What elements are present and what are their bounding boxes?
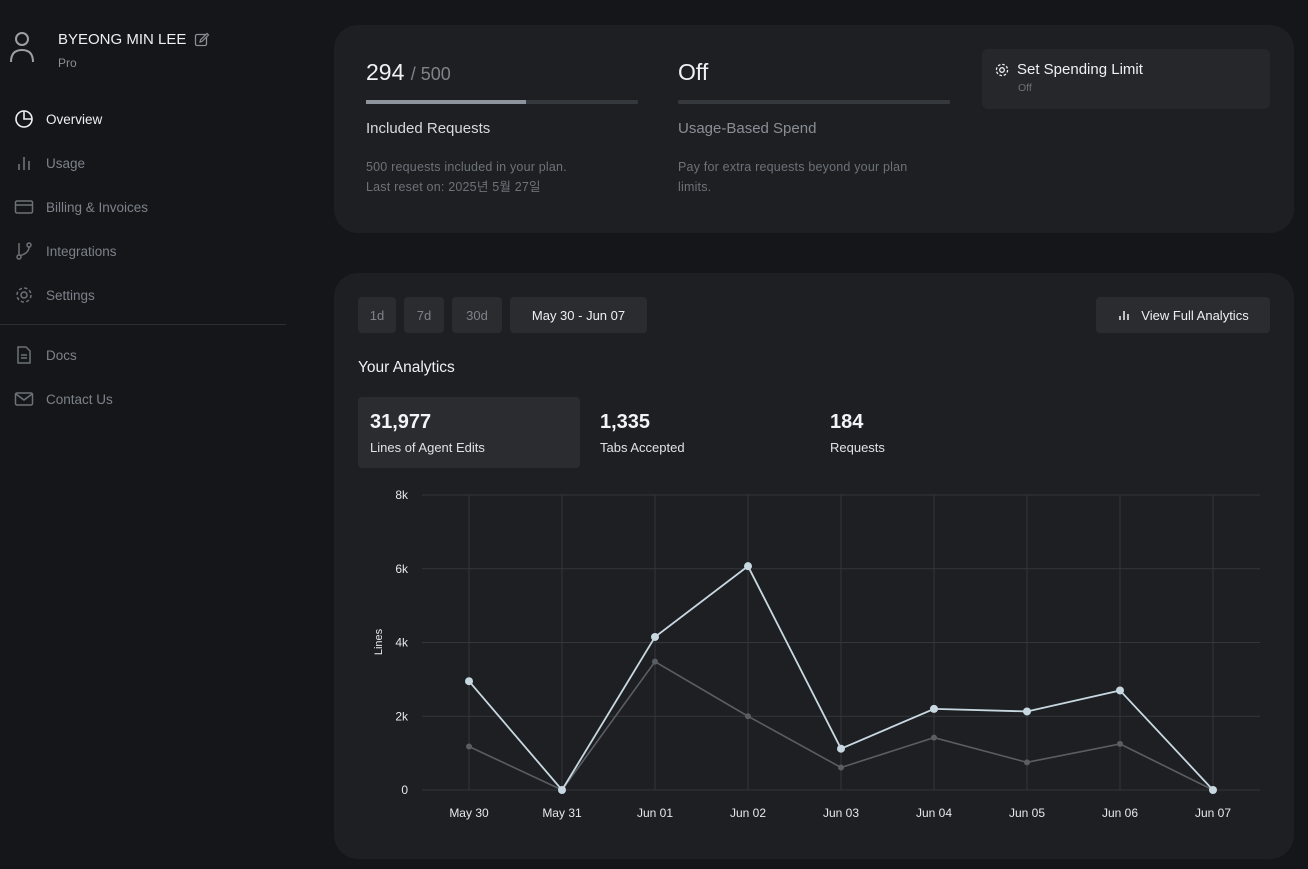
y-tick-label: 0	[401, 783, 408, 797]
requests-used: 294	[366, 59, 405, 85]
requests-progress-bar	[366, 100, 638, 104]
series-primary-point	[1023, 707, 1031, 716]
user-icon	[10, 32, 34, 63]
pie-chart-icon	[15, 110, 33, 128]
date-range-button[interactable]: May 30 - Jun 07	[510, 297, 647, 333]
range-selector: 1d 7d 30d May 30 - Jun 07	[358, 297, 655, 333]
requests-limit: / 500	[410, 64, 451, 84]
series-secondary-point	[1117, 740, 1123, 747]
stat-label: Tabs Accepted	[600, 440, 685, 455]
line-chart: 0 2k 4k 6k 8k May 30 May 31 Jun 01 Jun 02 Jun 03 J…	[373, 488, 1260, 820]
series-secondary-point	[466, 743, 472, 750]
range-30d-button[interactable]: 30d	[452, 297, 502, 333]
sidebar: BYEONG MIN LEE Pro Overview Usage	[0, 0, 300, 869]
usage-based-spend: Off Usage-Based Spend Pay for extra requ…	[678, 59, 950, 197]
profile: BYEONG MIN LEE Pro	[10, 28, 210, 70]
range-1d-button[interactable]: 1d	[358, 297, 396, 333]
sidebar-nav: Overview Usage Billing & Invoices Integr…	[0, 97, 286, 421]
spending-limit-label: Set Spending Limit	[1017, 61, 1143, 78]
stat-value: 1,335	[600, 411, 651, 433]
series-secondary-point	[838, 764, 844, 771]
sidebar-item-label: Billing & Invoices	[46, 199, 149, 215]
gear-icon	[995, 63, 1009, 76]
x-tick-label: Jun 02	[730, 806, 766, 820]
gear-icon	[16, 287, 32, 303]
requests-progress-fill	[366, 100, 526, 104]
series-primary-point	[558, 786, 566, 794]
git-branch-icon	[16, 242, 32, 260]
y-axis-label: Lines	[373, 628, 385, 655]
sidebar-item-contact[interactable]: Contact Us	[0, 377, 286, 421]
usage-based-value: Off	[678, 59, 709, 85]
stat-value: 31,977	[370, 411, 432, 433]
stat-tabs-accepted[interactable]: 1,335 Tabs Accepted	[588, 397, 810, 468]
sidebar-item-label: Contact Us	[46, 391, 113, 407]
view-full-analytics-label: View Full Analytics	[1141, 307, 1249, 323]
y-tick-label: 2k	[395, 709, 409, 723]
usage-summary-card: 294 / 500 Included Requests 500 requests…	[334, 25, 1294, 233]
included-requests-title: Included Requests	[366, 120, 491, 137]
sidebar-item-billing[interactable]: Billing & Invoices	[0, 185, 286, 229]
x-tick-label: Jun 06	[1102, 806, 1138, 820]
included-requests-desc: 500 requests included in your plan. Last…	[366, 160, 567, 194]
y-tick-label: 6k	[395, 562, 409, 576]
sidebar-item-overview[interactable]: Overview	[0, 97, 286, 141]
series-primary-point	[837, 744, 845, 753]
nav-divider	[0, 324, 286, 325]
series-primary-point	[465, 677, 473, 686]
included-requests: 294 / 500 Included Requests 500 requests…	[366, 59, 638, 197]
x-tick-label: Jun 01	[637, 806, 673, 820]
sidebar-item-label: Overview	[46, 111, 103, 127]
series-secondary-point	[1024, 759, 1030, 766]
series-secondary-point	[745, 713, 751, 720]
x-tick-label: May 30	[449, 806, 489, 820]
series-primary-point	[1116, 686, 1124, 695]
x-tick-label: Jun 07	[1195, 806, 1231, 820]
series-primary-point	[651, 632, 659, 641]
analytics-card: 1d 7d 30d May 30 - Jun 07 View Full Anal…	[334, 273, 1294, 859]
set-spending-limit-button[interactable]: Set Spending Limit Off	[982, 49, 1270, 109]
sidebar-item-settings[interactable]: Settings	[0, 273, 286, 317]
stat-requests[interactable]: 184 Requests	[818, 397, 1040, 468]
series-primary-point	[1209, 786, 1217, 794]
x-tick-label: May 31	[542, 806, 582, 820]
x-tick-label: Jun 04	[916, 806, 952, 820]
sidebar-item-label: Docs	[46, 347, 77, 363]
sidebar-item-label: Usage	[46, 155, 86, 171]
sidebar-item-label: Settings	[46, 287, 95, 303]
credit-card-icon	[14, 200, 34, 214]
mail-icon	[14, 392, 34, 406]
series-primary-point	[744, 562, 752, 571]
y-tick-label: 8k	[395, 488, 409, 502]
x-tick-label: Jun 05	[1009, 806, 1045, 820]
stat-label: Lines of Agent Edits	[370, 440, 485, 455]
sidebar-item-integrations[interactable]: Integrations	[0, 229, 286, 273]
stat-value: 184	[830, 411, 864, 433]
sidebar-item-docs[interactable]: Docs	[0, 333, 286, 377]
spending-limit-status: Off	[1018, 82, 1032, 94]
range-7d-button[interactable]: 7d	[404, 297, 444, 333]
series-secondary-point	[652, 658, 658, 665]
sidebar-item-usage[interactable]: Usage	[0, 141, 286, 185]
series-secondary-point	[931, 734, 937, 741]
stat-label: Requests	[830, 440, 885, 455]
x-tick-label: Jun 03	[823, 806, 859, 820]
usage-based-title: Usage-Based Spend	[678, 120, 817, 137]
profile-plan: Pro	[58, 56, 77, 70]
stat-agent-edits[interactable]: 31,977 Lines of Agent Edits	[358, 397, 580, 468]
document-icon	[17, 346, 31, 364]
view-full-analytics-button[interactable]: View Full Analytics	[1096, 297, 1270, 333]
profile-name: BYEONG MIN LEE	[58, 31, 187, 48]
series-primary-point	[930, 704, 938, 713]
edit-icon[interactable]	[194, 32, 210, 48]
analytics-title: Your Analytics	[358, 359, 455, 376]
usage-based-desc: Pay for extra requests beyond your plan …	[678, 160, 908, 194]
sidebar-item-label: Integrations	[46, 243, 117, 259]
usage-based-progress-bar	[678, 100, 950, 104]
bar-chart-icon	[1119, 311, 1130, 320]
y-tick-label: 4k	[395, 636, 409, 650]
bar-chart-icon	[18, 157, 30, 170]
stats-tabs: 31,977 Lines of Agent Edits 1,335 Tabs A…	[358, 397, 1048, 468]
